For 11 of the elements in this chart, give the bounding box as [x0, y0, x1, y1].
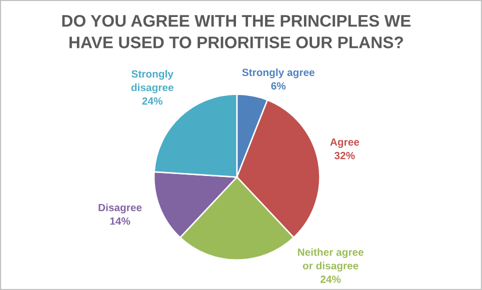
data-label: 24% [142, 97, 162, 105]
chart-title: DO YOU AGREE WITH THE PRINCIPLES WE HAVE USED TO PRIORITISE OUR PLANS? [62, 14, 411, 48]
slice-label: Strongly disagree [131, 70, 174, 94]
data-label: 32% [334, 152, 355, 160]
data-label: 6% [271, 82, 286, 90]
data-label: 14% [110, 217, 130, 225]
slice-label: Neither agree or disagree [298, 248, 364, 272]
slice-label: Strongly agree [242, 68, 314, 78]
slice-label: Disagree [98, 204, 142, 214]
data-label: 24% [320, 276, 341, 283]
slice-label: Agree [330, 138, 360, 148]
